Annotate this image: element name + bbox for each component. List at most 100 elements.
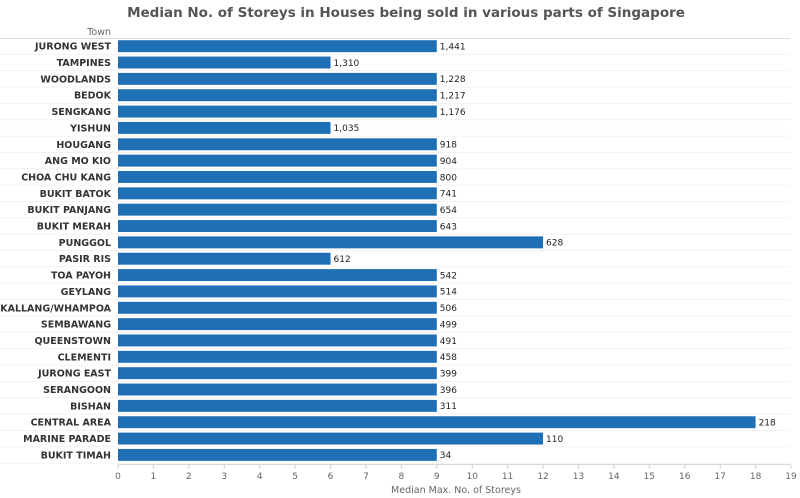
chart-title: Median No. of Storeys in Houses being so… [127,5,685,21]
bar[interactable] [118,171,437,183]
bar-row: BUKIT BATOK 741 [40,187,457,200]
x-tick-label: 12 [537,472,548,482]
bar-row: TOA PAYOH 542 [51,269,457,282]
bar[interactable] [118,121,331,134]
x-tick-label: 16 [679,472,691,482]
bar[interactable] [118,383,437,396]
category-label: ANG MO KIO [45,156,111,167]
bar-value-label: 311 [440,402,457,412]
x-tick-label: 17 [714,472,725,482]
bar[interactable] [118,187,437,200]
category-label: JURONG WEST [34,42,112,53]
bar[interactable] [118,138,437,151]
category-label: BUKIT TIMAH [41,450,111,461]
bar-value-label: 1,035 [334,124,360,134]
bar-row: SERANGOON 396 [43,383,457,396]
bar-row: BUKIT PANJANG 654 [27,203,457,216]
bar-value-label: 800 [440,173,457,183]
bar-row: JURONG WEST 1,441 [34,40,466,53]
bar[interactable] [118,220,437,232]
category-label: GEYLANG [61,287,112,298]
bar[interactable] [118,301,437,314]
bar-row: QUEENSTOWN 491 [34,334,457,347]
bar[interactable] [118,399,437,412]
bar-value-label: 506 [440,304,457,314]
category-label: CHOA CHU KANG [21,172,111,183]
bar-rows: JURONG WEST 1,441 TAMPINES 1,310 WOODLANDS 1,… [0,40,790,464]
bar-value-label: 741 [440,190,457,200]
bar[interactable] [118,318,437,331]
category-label: BEDOK [74,91,112,102]
category-label: QUEENSTOWN [34,336,111,347]
bar-value-label: 110 [546,435,563,445]
bar[interactable] [118,236,544,249]
bar[interactable] [118,105,437,118]
bar[interactable] [118,72,437,85]
bar[interactable] [118,56,331,69]
bar-value-label: 643 [440,222,457,232]
category-label: SENGKANG [51,107,111,118]
bar-value-label: 1,228 [440,75,466,85]
bar[interactable] [118,416,756,429]
bar-row: TAMPINES 1,310 [57,56,360,69]
bar-value-label: 1,310 [334,59,360,69]
bar-row: WOODLANDS 1,228 [40,72,466,85]
bar-value-label: 396 [440,386,457,396]
bar-row: BEDOK 1,217 [74,89,466,102]
bar-row: HOUGANG 918 [56,138,457,151]
bar-row: SENGKANG 1,176 [51,105,466,118]
bar-row: CENTRAL AREA 218 [31,416,776,429]
x-tick-label: 10 [466,472,478,482]
bar-value-label: 542 [440,271,457,281]
x-tick-label: 14 [608,472,620,482]
bar[interactable] [118,285,437,298]
category-label: BISHAN [70,401,111,412]
x-tick-label: 6 [328,472,334,482]
bar-value-label: 904 [440,157,457,167]
x-tick-label: 1 [151,472,157,482]
x-tick-label: 2 [186,472,192,482]
bar-value-label: 218 [759,419,776,429]
bar-value-label: 612 [334,255,351,265]
category-label: JURONG EAST [37,369,111,380]
bar[interactable] [118,448,437,461]
bar[interactable] [118,269,437,282]
bar-row: YISHUN 1,035 [69,121,360,134]
bar[interactable] [118,334,437,347]
bar-row: JURONG EAST 399 [37,367,457,380]
bar[interactable] [118,89,437,102]
category-label: CLEMENTI [58,352,111,363]
bar-row: ANG MO KIO 904 [45,154,457,167]
x-axis-label: Median Max. No. of Storeys [391,485,521,496]
bar[interactable] [118,432,544,445]
category-label: PUNGGOL [59,238,111,249]
category-label: KALLANG/WHAMPOA [0,303,111,314]
bar-row: CHOA CHU KANG 800 [21,171,457,183]
bar[interactable] [118,203,437,216]
category-label: TOA PAYOH [51,271,111,282]
bar-value-label: 628 [546,239,563,249]
bar-value-label: 499 [440,320,457,330]
bar-row: SEMBAWANG 499 [41,318,457,331]
bar-row: KALLANG/WHAMPOA 506 [0,301,457,314]
category-label: BUKIT PANJANG [27,205,111,216]
category-label: MARINE PARADE [23,434,111,445]
bar[interactable] [118,350,437,363]
bar[interactable] [118,367,437,380]
x-tick-label: 0 [115,472,121,482]
bar[interactable] [118,252,331,265]
x-tick-label: 4 [257,472,263,482]
bar[interactable] [118,154,437,167]
category-label: YISHUN [69,123,111,134]
category-label: CENTRAL AREA [31,418,112,429]
bar-value-label: 491 [440,337,457,347]
x-axis-ticks: 0 1 2 3 4 5 6 7 8 9 10 11 12 13 14 15 16 17 18 19 [115,464,797,482]
bar-value-label: 458 [440,353,457,363]
bar-value-label: 514 [440,288,457,298]
x-tick-label: 19 [785,472,797,482]
x-tick-label: 3 [221,472,227,482]
x-tick-label: 7 [363,472,369,482]
category-label: BUKIT MERAH [37,222,111,233]
bar[interactable] [118,40,437,53]
